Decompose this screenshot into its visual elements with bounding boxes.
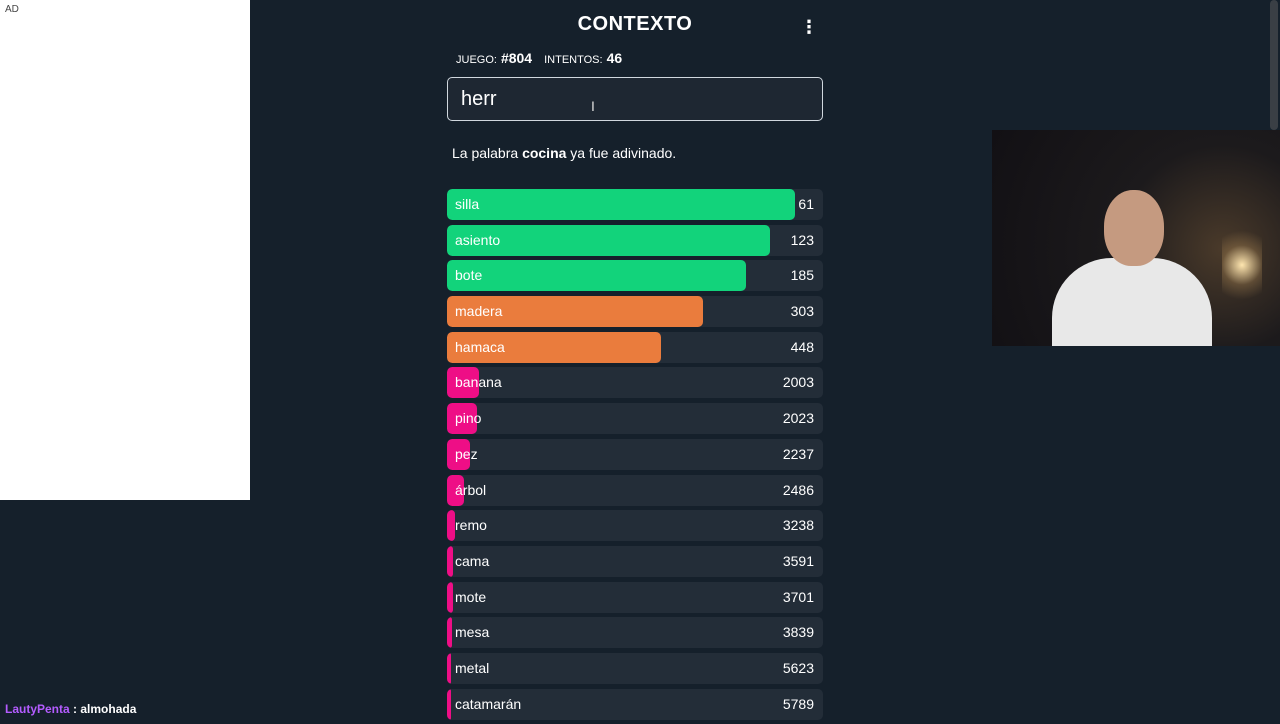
guess-word: madera	[455, 303, 503, 320]
ad-label: AD	[5, 4, 19, 15]
guess-word: remo	[455, 517, 487, 534]
guess-list: silla 61 asiento 123 bote 185 madera 303 hamaca 4…	[447, 189, 823, 724]
guess-rank: 2486	[782, 481, 814, 498]
attempts-count: 46	[606, 50, 623, 66]
chat-user: LautyPenta	[5, 702, 70, 716]
similarity-bar	[447, 403, 478, 435]
guess-rank: 303	[790, 303, 814, 320]
chat-text: almohada	[80, 702, 137, 716]
guess-row: bote 185	[447, 260, 823, 292]
guess-row: catamarán 5789	[447, 688, 823, 720]
guess-word: hamaca	[455, 338, 505, 355]
guess-word: bote	[455, 267, 483, 284]
text-cursor-icon: I	[591, 98, 595, 114]
guess-word: pino	[455, 410, 482, 427]
guess-row: asiento 123	[447, 224, 823, 256]
guess-word: mote	[455, 588, 487, 605]
similarity-bar	[447, 260, 746, 292]
game-label: JUEGO:	[456, 54, 497, 66]
guess-rank: 3591	[782, 552, 814, 569]
scrollbar-thumb[interactable]	[1270, 0, 1278, 130]
attempts-label: INTENTOS:	[544, 54, 603, 66]
guess-word: asiento	[455, 231, 501, 248]
similarity-bar	[447, 296, 704, 328]
guess-rank: 3701	[782, 588, 814, 605]
guess-row: mote 3701	[447, 581, 823, 613]
more-menu-icon[interactable]: ⋮	[800, 16, 818, 37]
guess-word: metal	[455, 659, 490, 676]
similarity-bar	[447, 438, 470, 470]
guess-row: silla 61	[447, 189, 823, 220]
guess-row: metal 5623	[447, 652, 823, 684]
similarity-bar	[447, 545, 453, 577]
guess-row: madera 303	[447, 296, 823, 328]
guess-rank: 2003	[782, 374, 814, 391]
guess-rank: 3839	[782, 624, 814, 641]
game-number: #804	[500, 50, 533, 66]
guess-word: mesa	[455, 624, 490, 641]
similarity-bar	[447, 367, 479, 399]
guess-input[interactable]	[447, 77, 823, 121]
info-message: La palabra cocina ya fue adivinado.	[452, 145, 676, 161]
guess-rank: 5789	[782, 695, 814, 712]
similarity-bar	[447, 581, 453, 613]
chat-separator: :	[69, 702, 81, 716]
guess-rank: 3238	[782, 517, 814, 534]
page-title: CONTEXTO	[577, 13, 693, 35]
guess-word: árbol	[455, 481, 487, 498]
similarity-bar	[447, 688, 451, 720]
guess-rank: 2023	[782, 410, 814, 427]
guess-rank: 123	[790, 231, 814, 248]
guess-rank: 61	[798, 196, 814, 212]
scrollbar[interactable]	[1270, 0, 1278, 720]
guess-word: banana	[455, 374, 502, 391]
guess-row: mesa 3839	[447, 617, 823, 649]
game-stats: JUEGO: #804 INTENTOS: 46	[456, 50, 630, 66]
guess-word: silla	[455, 196, 480, 212]
webcam-person-head	[1104, 190, 1164, 266]
similarity-bar	[447, 189, 795, 220]
similarity-bar	[447, 617, 452, 649]
similarity-bar	[447, 331, 662, 363]
guess-row: cama 3591	[447, 545, 823, 577]
chat-message: LautyPenta : almohada	[5, 702, 136, 716]
guess-row: hamaca 448	[447, 331, 823, 363]
guess-row: pez 2237	[447, 438, 823, 470]
guess-row: remo 3238	[447, 510, 823, 542]
guess-rank: 448	[790, 338, 814, 355]
guess-word: cama	[455, 552, 490, 569]
guess-word: pez	[455, 445, 478, 462]
similarity-bar	[447, 510, 455, 542]
message-prefix: La palabra	[452, 145, 523, 161]
guess-rank: 2237	[782, 445, 814, 462]
similarity-bar	[447, 652, 451, 684]
ad-panel: AD	[0, 0, 250, 500]
webcam-overlay	[992, 130, 1280, 346]
webcam-person-body	[1052, 258, 1212, 346]
guess-row: banana 2003	[447, 367, 823, 399]
guess-rank: 5623	[782, 659, 814, 676]
guess-rank: 185	[790, 267, 814, 284]
similarity-bar	[447, 224, 770, 256]
guess-row: árbol 2486	[447, 474, 823, 506]
guess-row: pino 2023	[447, 403, 823, 435]
message-word: cocina	[522, 145, 567, 161]
message-suffix: ya fue adivinado.	[566, 145, 677, 161]
similarity-bar	[447, 474, 464, 506]
webcam-light	[1222, 220, 1262, 310]
guess-word: catamarán	[455, 695, 522, 712]
